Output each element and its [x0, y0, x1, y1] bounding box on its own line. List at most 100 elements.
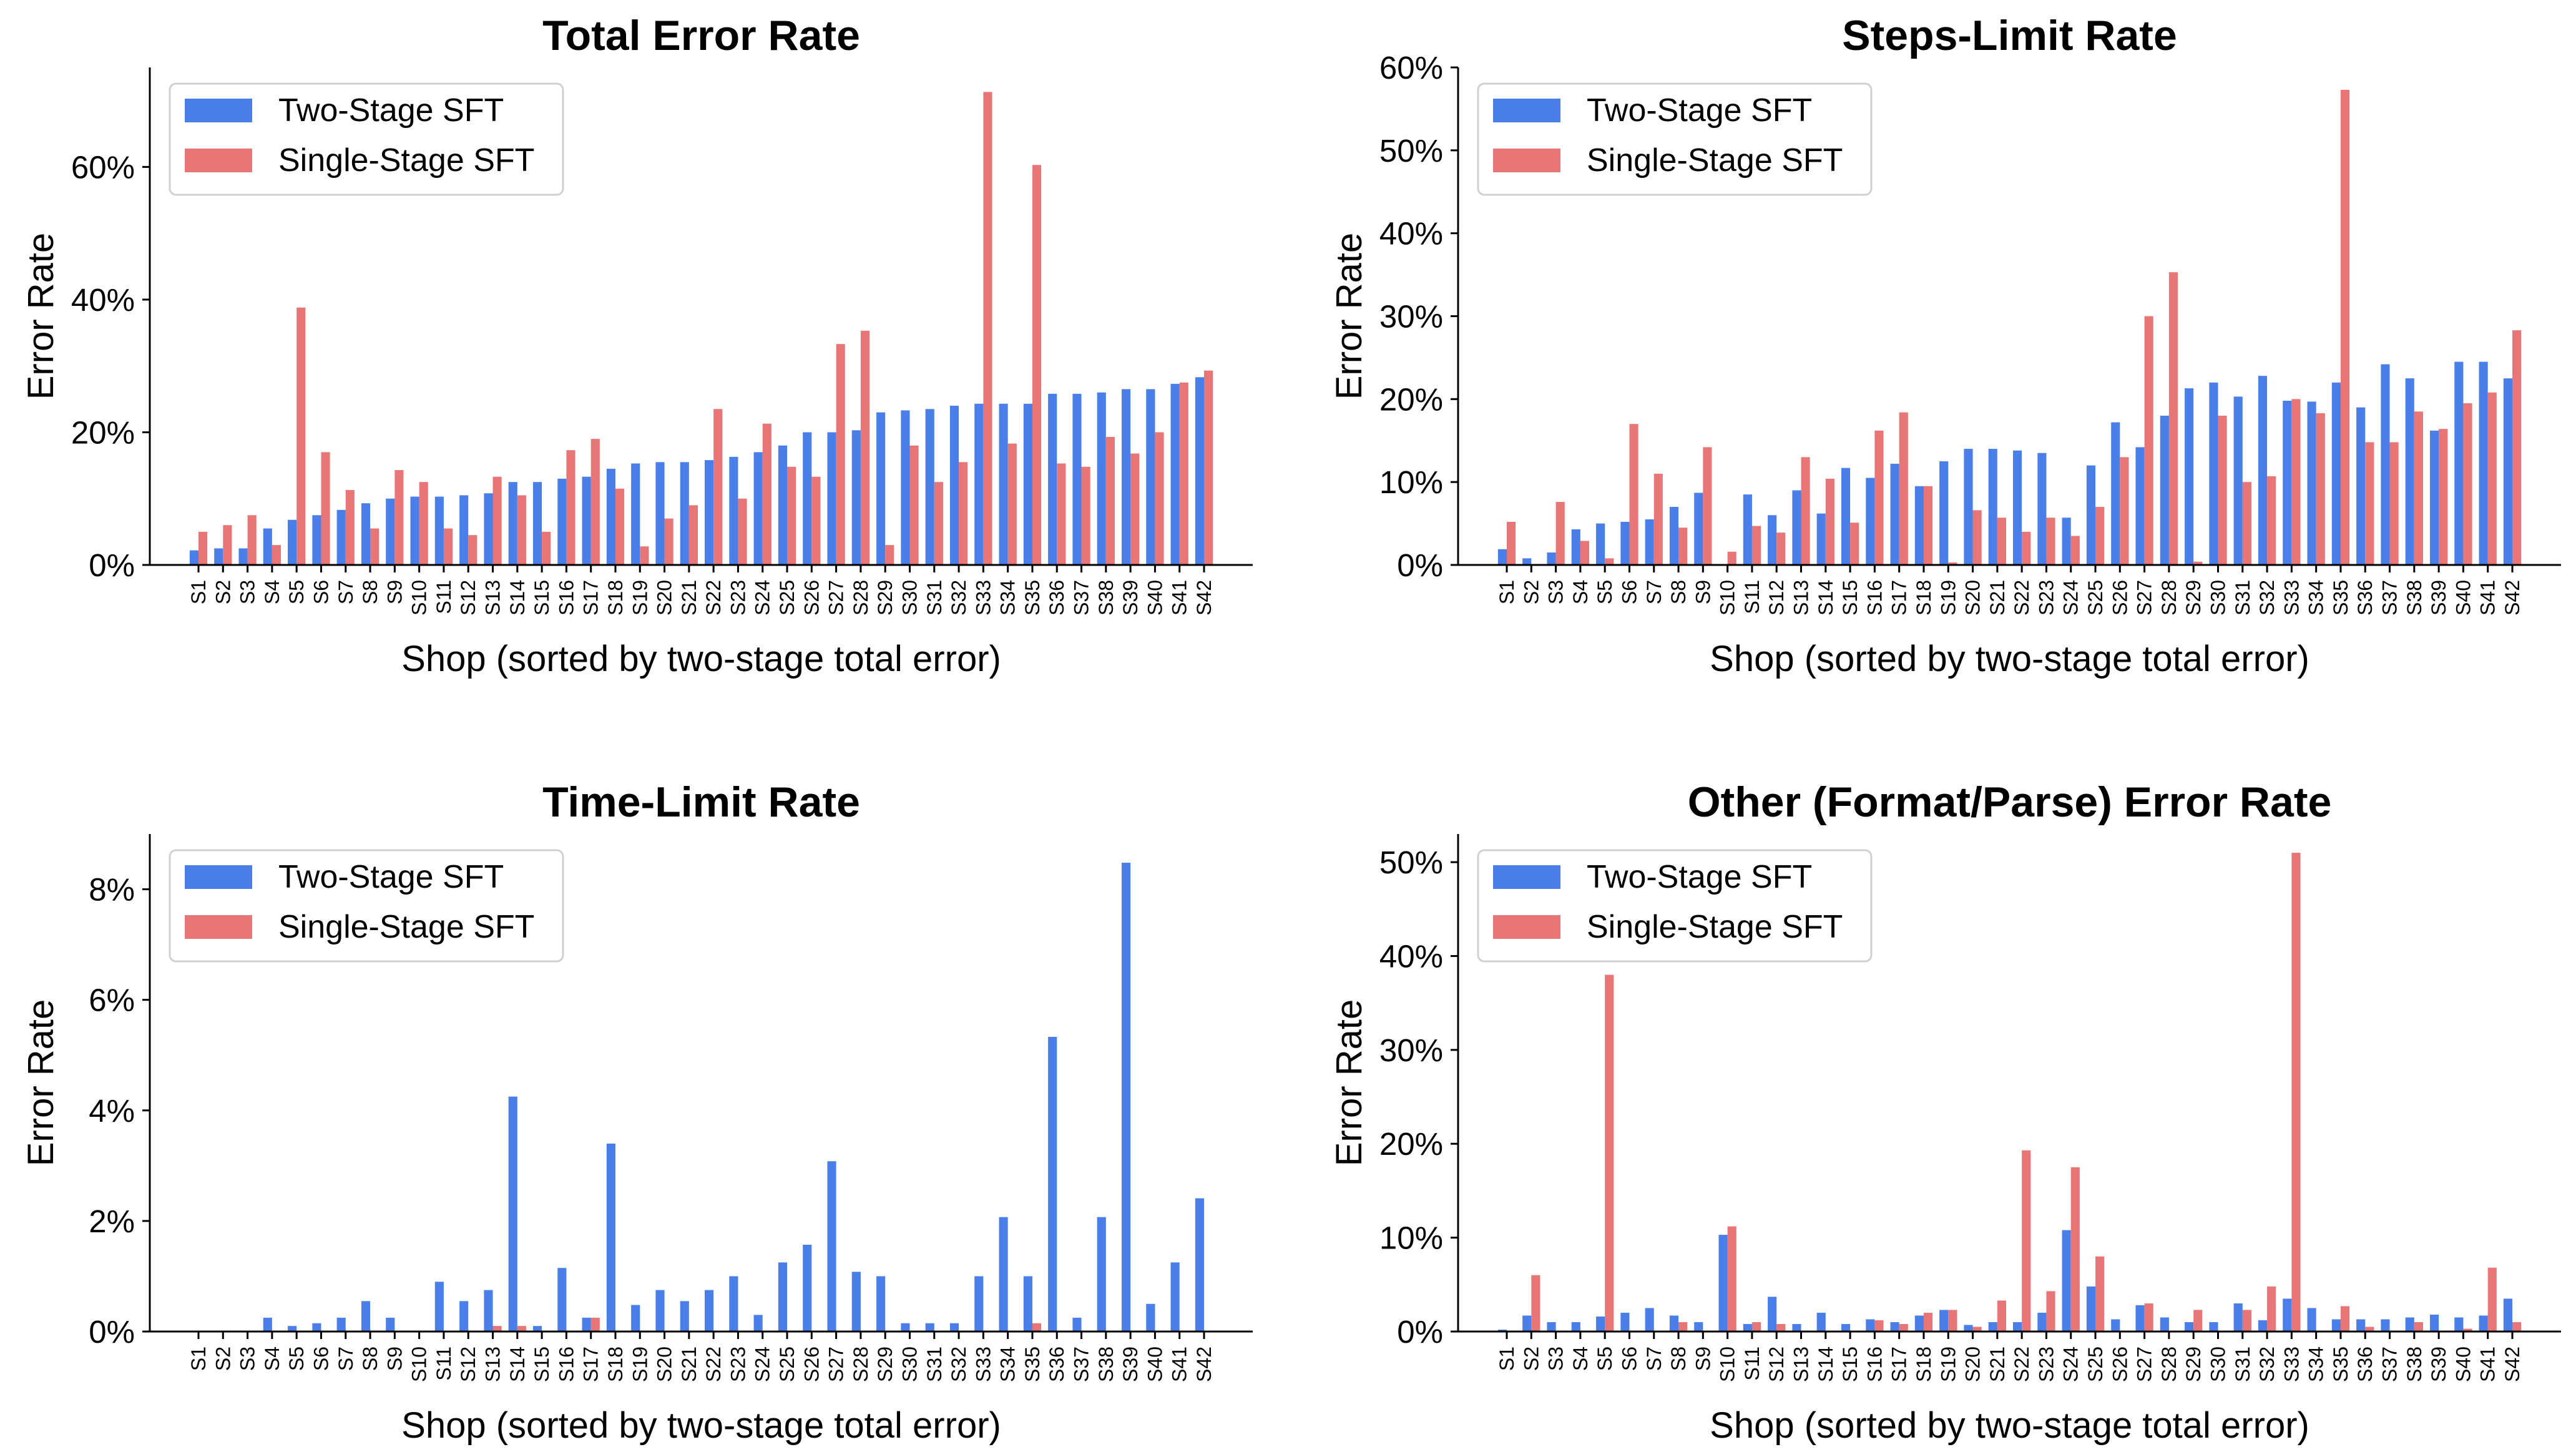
bar-s8-single-stage [1678, 527, 1688, 565]
series-single-stage [198, 92, 1213, 566]
bar-s41-two-stage [1170, 1262, 1180, 1332]
y-tick-label: 0% [89, 547, 135, 583]
bar-s17-single-stage [590, 1317, 600, 1332]
bar-s7-two-stage [1645, 519, 1654, 565]
bar-s19-single-stage [640, 546, 649, 565]
legend-label: Two-Stage SFT [1587, 92, 1812, 129]
y-tick-label: 40% [1379, 938, 1443, 974]
x-tick-label: S8 [1667, 1347, 1690, 1371]
x-tick-label: S41 [2477, 580, 2499, 616]
bar-s16-single-stage [566, 450, 575, 565]
bar-s16-two-stage [557, 478, 567, 565]
bar-s22-two-stage [705, 460, 714, 565]
bar-s33-single-stage [983, 92, 992, 565]
x-tick-label: S34 [2305, 1347, 2328, 1382]
x-tick-label: S16 [1863, 1347, 1886, 1382]
legend-swatch-single-stage [1493, 915, 1560, 939]
bar-s42-two-stage [2503, 1298, 2512, 1332]
bar-s10-single-stage [1727, 1226, 1736, 1332]
y-tick-label: 0% [1397, 1314, 1443, 1350]
bar-s22-single-stage [713, 409, 723, 565]
x-tick-label: S34 [2305, 580, 2328, 616]
bar-s9-two-stage [386, 1317, 395, 1332]
chart-title: Steps-Limit Rate [1842, 12, 2177, 59]
y-tick-label: 30% [1379, 299, 1443, 335]
x-tick-label: S18 [604, 1347, 627, 1382]
bar-s33-two-stage [2283, 1298, 2292, 1332]
x-tick-label: S33 [972, 580, 994, 616]
y-axis-label: Error Rate [21, 233, 61, 400]
bar-s14-single-stage [517, 1326, 526, 1332]
bar-s38-single-stage [2414, 1322, 2423, 1332]
x-tick-label: S26 [2108, 1347, 2131, 1382]
bar-s39-single-stage [1130, 453, 1140, 565]
series-two-stage [1497, 361, 2512, 566]
x-tick-label: S1 [1496, 1347, 1518, 1371]
bar-s21-single-stage [1997, 1300, 2006, 1332]
bar-s23-single-stage [2046, 518, 2055, 565]
bar-s1-single-stage [1507, 521, 1516, 565]
bar-s29-single-stage [885, 545, 894, 565]
legend: Two-Stage SFT Single-Stage SFT [1477, 82, 1873, 196]
bar-s39-two-stage [1121, 389, 1131, 565]
x-tick-label: S2 [212, 580, 234, 604]
bar-s14-single-stage [517, 495, 526, 565]
bar-s25-two-stage [2086, 465, 2096, 565]
x-tick-label: S22 [702, 580, 725, 616]
x-tick-label: S33 [972, 1347, 994, 1382]
legend-box [1477, 849, 1873, 963]
bar-s34-two-stage [2307, 401, 2316, 565]
bar-s12-two-stage [1768, 1297, 1777, 1332]
bar-s38-two-stage [2405, 378, 2414, 566]
x-tick-label: S41 [1168, 580, 1191, 616]
bar-s11-two-stage [1743, 494, 1752, 565]
bar-s13-two-stage [484, 1290, 493, 1332]
bar-s27-two-stage [2135, 1305, 2145, 1332]
bar-s27-single-stage [836, 344, 845, 565]
x-tick-label: S6 [310, 1347, 332, 1371]
bar-s20-two-stage [655, 462, 665, 565]
bar-s38-single-stage [2414, 411, 2423, 565]
y-axis-label: Error Rate [1329, 233, 1369, 400]
bar-s18-single-stage [615, 488, 625, 565]
bar-s6-two-stage [1620, 1312, 1630, 1332]
series-two-stage [1497, 1230, 2512, 1332]
x-tick-label: S19 [629, 1347, 651, 1382]
bar-s27-single-stage [2144, 316, 2153, 565]
x-tick-label: S32 [948, 580, 970, 616]
bar-s3-two-stage [1547, 552, 1556, 565]
bar-s35-single-stage [2340, 1306, 2350, 1332]
bar-s33-two-stage [974, 403, 984, 565]
x-tick-label: S37 [1070, 580, 1093, 616]
bar-s40-two-stage [2454, 1317, 2464, 1332]
x-tick-label: S32 [2256, 1347, 2278, 1382]
x-tick-label: S12 [457, 1347, 479, 1382]
x-tick-label: S11 [1741, 580, 1763, 614]
x-tick-label: S41 [2477, 1347, 2499, 1382]
bar-s1-two-stage [1497, 1329, 1507, 1332]
bar-s16-two-stage [1866, 478, 1875, 565]
bar-s26-single-stage [811, 476, 821, 565]
bar-s41-two-stage [2479, 361, 2488, 565]
x-tick-label: S19 [1937, 1347, 1959, 1382]
chart-title: Time-Limit Rate [542, 778, 860, 826]
x-tick-label: S39 [2427, 1347, 2450, 1382]
bar-s32-two-stage [2258, 376, 2268, 565]
bar-s31-two-stage [2233, 1303, 2243, 1332]
x-tick-label: S4 [1569, 1347, 1592, 1371]
bar-s1-two-stage [1497, 549, 1507, 565]
bar-s18-two-stage [1914, 486, 1924, 565]
x-tick-label: S25 [776, 580, 798, 616]
bar-s20-two-stage [655, 1290, 665, 1332]
bar-s20-single-stage [1972, 510, 1982, 565]
x-tick-label: S21 [678, 580, 700, 616]
bar-s33-two-stage [2283, 400, 2292, 565]
x-tick-label: S23 [727, 580, 749, 616]
y-tick-label: 50% [1379, 845, 1443, 880]
bar-s36-single-stage [2365, 442, 2374, 565]
bar-s19-two-stage [1939, 461, 1949, 565]
bar-s13-two-stage [1792, 490, 1801, 565]
bar-s41-single-stage [2487, 392, 2497, 565]
bar-s29-two-stage [876, 412, 886, 565]
bar-s5-two-stage [288, 1326, 297, 1332]
